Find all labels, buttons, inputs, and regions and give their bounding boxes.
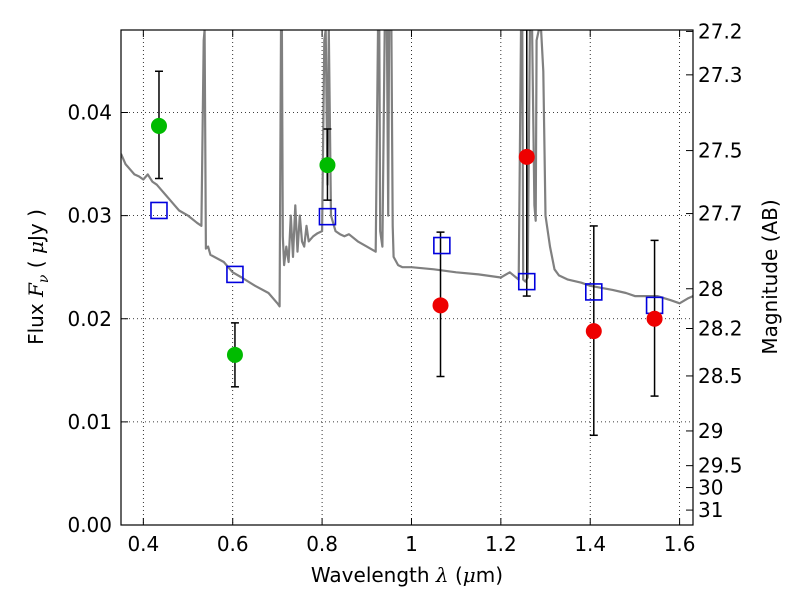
y2-tick-label: 29.5: [698, 454, 743, 478]
model-square-point: [318, 207, 337, 226]
x-tick-label: 0.4: [127, 532, 159, 556]
y2-tick-label: 28: [698, 277, 723, 301]
model-square-point: [584, 283, 603, 301]
red-data-point: [432, 297, 449, 314]
y-tick-label: 0.02: [67, 307, 112, 331]
y-axis-label: Flux Fν ( μJy ): [24, 209, 52, 345]
green-data-point: [226, 346, 243, 363]
model-square-point: [433, 236, 451, 255]
y2-tick-label: 29: [698, 419, 723, 443]
sed-model-curve: [121, 30, 693, 308]
plot-area: [121, 30, 693, 525]
red-data-point: [585, 323, 602, 340]
model-square-point: [150, 201, 168, 220]
x-axis-label: Wavelength λ (μm): [311, 563, 503, 587]
y2-tick-label: 28.2: [698, 316, 743, 340]
y2-tick-label: 27.7: [698, 202, 743, 226]
x-tick-label: 1.6: [664, 532, 696, 556]
model-square-point: [517, 272, 536, 291]
x-tick-label: 1: [405, 532, 418, 556]
green-data-point: [150, 117, 167, 134]
y2-tick-label: 31: [698, 498, 723, 522]
red-data-point: [646, 310, 663, 327]
red-data-point: [518, 148, 535, 165]
y2-tick-label: 30: [698, 476, 723, 500]
y2-tick-label: 27.3: [698, 63, 743, 87]
y2-axis-label: Magnitude (AB): [758, 199, 782, 354]
x-tick-label: 1.2: [485, 532, 517, 556]
data-points: [150, 30, 664, 437]
model-square-point: [226, 265, 244, 284]
green-data-point: [319, 157, 336, 174]
sed-line: [121, 30, 693, 308]
y-tick-label: 0.00: [67, 513, 112, 537]
y2-tick-label: 28.5: [698, 364, 743, 388]
y-tick-label: 0.04: [67, 101, 112, 125]
x-tick-label: 0.6: [217, 532, 249, 556]
y2-tick-label: 27.2: [698, 19, 743, 43]
y-tick-label: 0.01: [67, 410, 112, 434]
y2-tick-label: 27.5: [698, 139, 743, 163]
x-tick-label: 0.8: [306, 532, 338, 556]
plot-frame: [120, 29, 694, 526]
axis-ticks: 0.4 0.6 0.8 1 1.2 1.4 1.6 0.00 0.01 0.02 0.03 0.04 2…: [67, 19, 742, 556]
x-tick-label: 1.4: [574, 532, 606, 556]
y-tick-label: 0.03: [67, 204, 112, 228]
